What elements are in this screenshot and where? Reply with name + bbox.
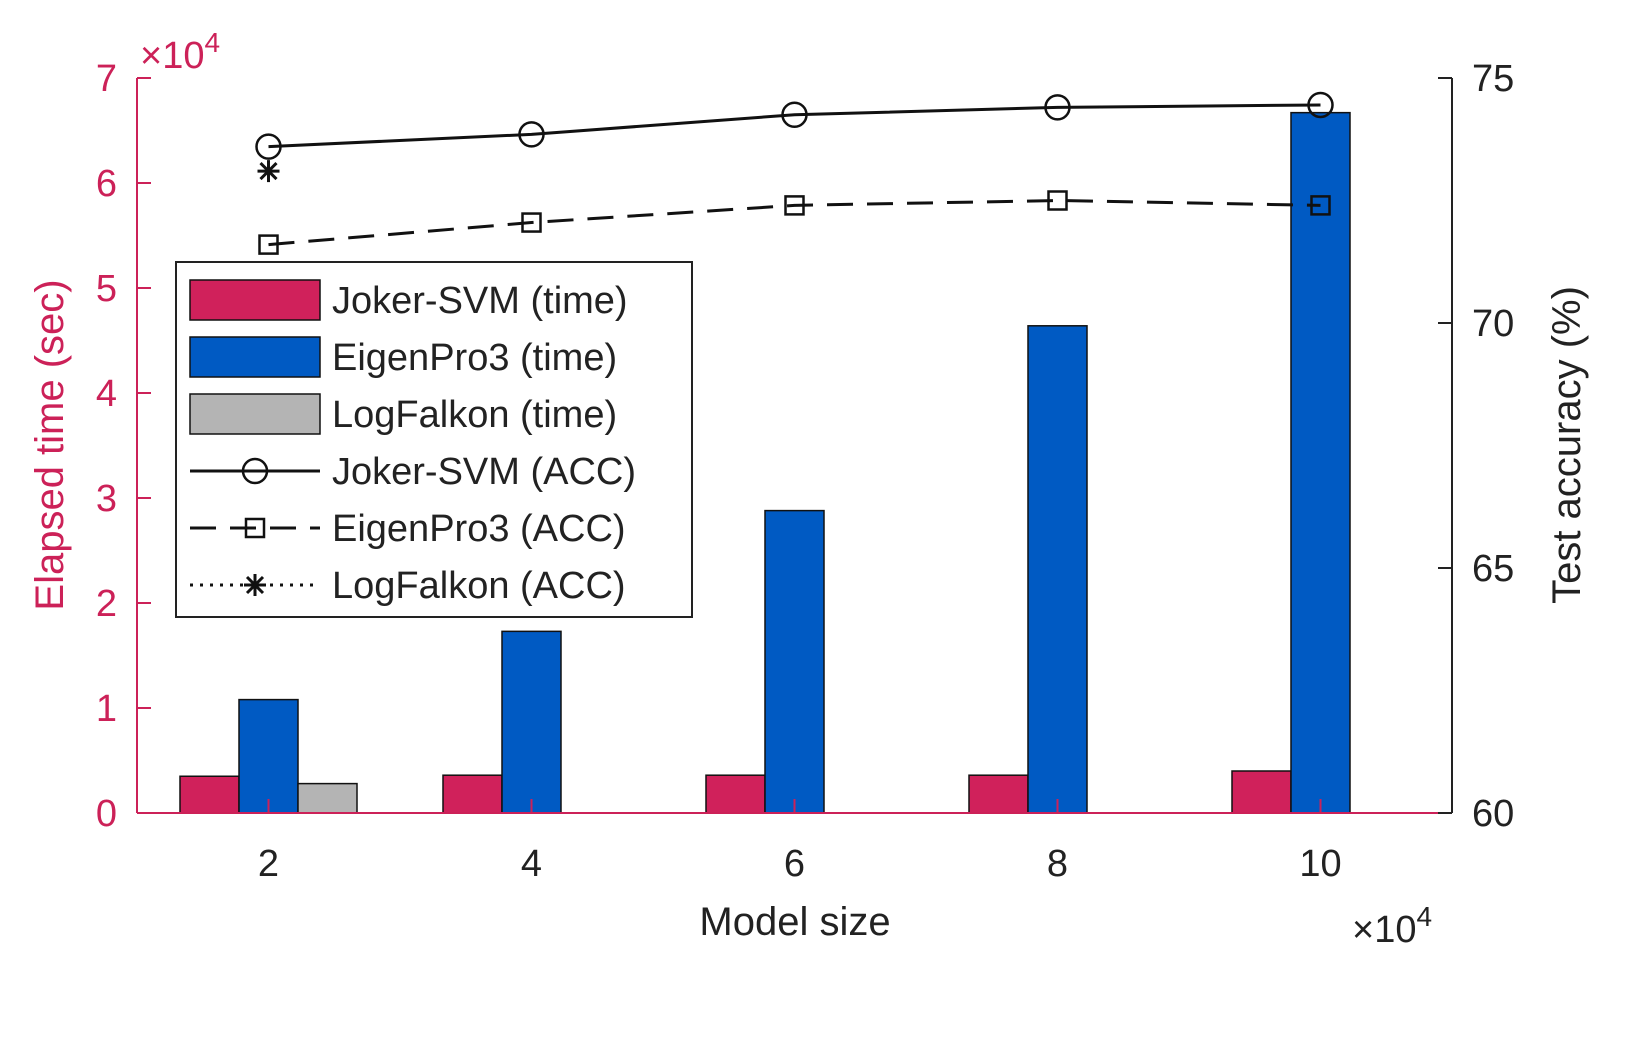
line-layer (255, 91, 1334, 255)
point-logfalkon-acc-2-stroke-3 (259, 162, 278, 181)
x-tick-label-8: 8 (1047, 843, 1068, 885)
right-tick-label-65: 65 (1472, 548, 1514, 590)
left-tick-label-6: 6 (96, 163, 117, 205)
left-tick-label-0: 0 (96, 793, 117, 835)
point-joker-svm-acc-2 (255, 133, 282, 160)
left-tick-label-1: 1 (96, 688, 117, 730)
right-tick-label-60: 60 (1472, 793, 1514, 835)
legend-marker-logfalkon-acc-stroke-3 (245, 575, 265, 595)
line-eigenpro3-acc (268, 198, 1321, 247)
right-tick-label-70: 70 (1472, 303, 1514, 345)
point-joker-svm-acc-4 (518, 121, 545, 148)
x-tick-label-10: 10 (1299, 843, 1341, 885)
left-axis-title: Elapsed time (sec) (28, 279, 72, 610)
legend-label-joker-svm-time: Joker-SVM (time) (332, 280, 628, 322)
bar-joker-svm-time-10 (1231, 770, 1292, 814)
point-joker-svm-acc-10 (1307, 91, 1334, 119)
legend-box (175, 261, 693, 618)
legend-swatch-joker-svm-time (189, 279, 321, 321)
line-joker-svm-acc (268, 103, 1321, 149)
point-eigenpro3-acc-6 (784, 195, 805, 216)
legend-marker-logfalkon-acc (244, 574, 266, 596)
point-eigenpro3-acc-10 (1310, 195, 1331, 216)
left-multiplier-base: ×10 (140, 35, 204, 77)
x-multiplier-exp: 4 (1416, 901, 1432, 932)
bar-joker-svm-time-8 (968, 774, 1029, 814)
x-tick-label-6: 6 (784, 843, 805, 885)
x-axis-multiplier: ×104 (1352, 901, 1432, 951)
point-eigenpro3-acc-4 (521, 212, 542, 233)
right-tick-label-75: 75 (1472, 58, 1514, 100)
left-multiplier-exp: 4 (204, 27, 220, 58)
left-tick-label-4: 4 (96, 373, 117, 415)
legend-label-eigenpro3-time: EigenPro3 (time) (332, 337, 617, 379)
point-eigenpro3-acc-8 (1047, 190, 1068, 211)
bar-logfalkon-time-2 (297, 782, 358, 814)
bar-eigenpro3-time-10 (1290, 111, 1351, 814)
legend-swatch-logfalkon-time (189, 393, 321, 435)
x-tick-label-2: 2 (258, 843, 279, 885)
left-tick-label-3: 3 (96, 478, 117, 520)
legend: Joker-SVM (time) EigenPro3 (time) LogFalko… (175, 261, 693, 618)
bar-joker-svm-time-4 (442, 774, 503, 814)
x-multiplier-base: ×10 (1352, 909, 1416, 951)
legend-label-eigenpro3-acc: EigenPro3 (ACC) (332, 508, 626, 550)
x-tick-label-4: 4 (521, 843, 542, 885)
x-axis-title: Model size (699, 900, 890, 944)
legend-marker-joker-svm-acc (241, 457, 269, 485)
tick-layer: 0 1 2 3 4 5 6 7 60 65 70 75 2 4 6 8 10 (96, 58, 1514, 885)
point-logfalkon-acc-2 (257, 160, 280, 183)
legend-swatch-eigenpro3-time (189, 336, 321, 378)
bar-eigenpro3-time-8 (1027, 325, 1088, 814)
right-axis-title: Test accuracy (%) (1545, 286, 1589, 604)
point-joker-svm-acc-6 (781, 101, 808, 128)
bar-eigenpro3-time-6 (764, 509, 825, 814)
left-axis-multiplier: ×104 (140, 27, 220, 77)
left-tick-label-2: 2 (96, 583, 117, 625)
bar-joker-svm-time-6 (705, 774, 766, 814)
bar-eigenpro3-time-4 (501, 630, 562, 814)
point-eigenpro3-acc-2 (258, 234, 279, 255)
point-joker-svm-acc-8 (1044, 94, 1071, 121)
legend-marker-eigenpro3-acc (244, 517, 266, 539)
legend-label-logfalkon-time: LogFalkon (time) (332, 394, 617, 436)
legend-label-joker-svm-acc: Joker-SVM (ACC) (332, 451, 636, 493)
left-tick-label-5: 5 (96, 268, 117, 310)
left-tick-label-7: 7 (96, 58, 117, 100)
bar-joker-svm-time-2 (179, 775, 240, 814)
bar-eigenpro3-time-2 (238, 698, 299, 814)
legend-label-logfalkon-acc: LogFalkon (ACC) (332, 565, 626, 607)
